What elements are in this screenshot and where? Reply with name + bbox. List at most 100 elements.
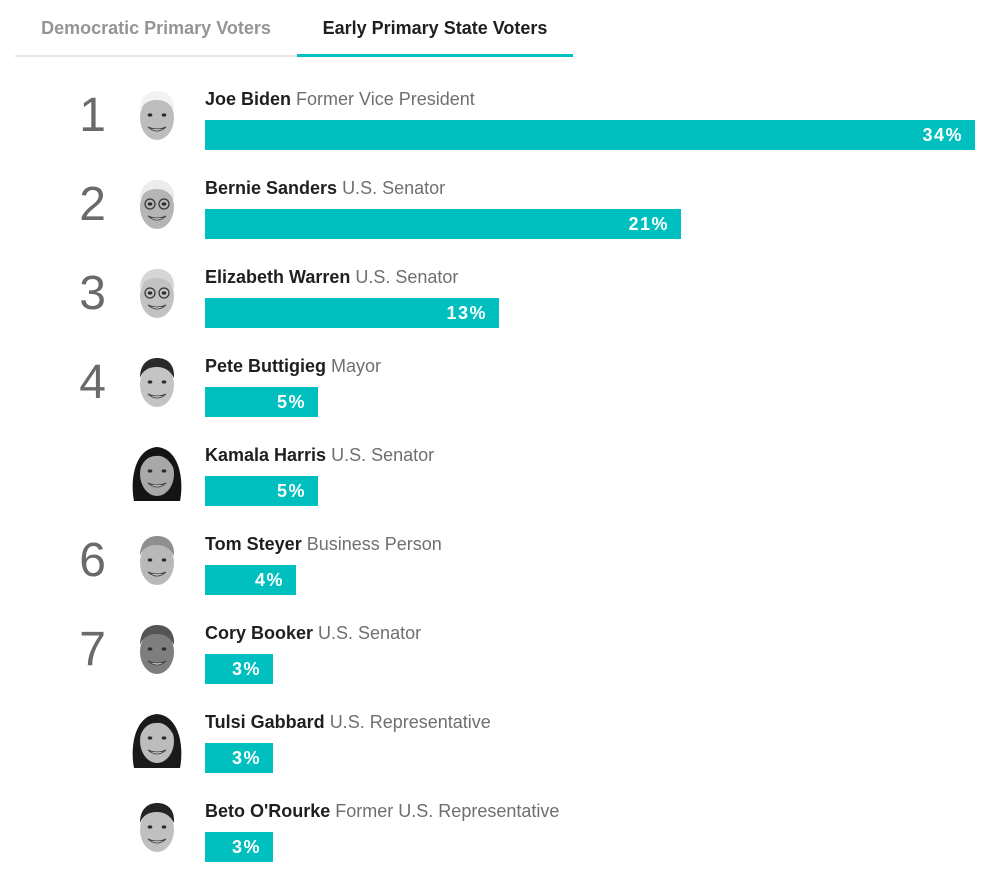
tab-democratic-primary-voters[interactable]: Democratic Primary Voters [41, 18, 271, 38]
tab-bar: Democratic Primary Voters Early Primary … [15, 0, 573, 57]
hair-shape [140, 91, 175, 111]
rank-number: 6 [79, 534, 106, 587]
candidate-title: Former U.S. Representative [335, 801, 560, 821]
rank-number: 4 [79, 356, 106, 409]
poll-bar-label: 34% [922, 125, 963, 145]
candidate-name-line: Pete Buttigieg Mayor [205, 354, 381, 378]
candidate-name-line: Elizabeth Warren U.S. Senator [205, 265, 458, 289]
eye-right [161, 647, 167, 651]
candidate-title: U.S. Senator [355, 267, 459, 287]
candidate-name-line: Joe Biden Former Vice President [205, 87, 475, 111]
smile [147, 660, 167, 666]
poll-bar-label: 3% [231, 837, 261, 857]
eye-right [161, 202, 167, 206]
face-shape [140, 363, 174, 407]
eye-left [147, 647, 153, 651]
rank-number [56, 439, 106, 504]
candidate-name-line: Tulsi Gabbard U.S. Representative [205, 710, 491, 734]
face-shape [140, 274, 174, 318]
rank-number: 7 [79, 623, 106, 676]
candidate-name: Tulsi Gabbard [205, 712, 325, 732]
poll-bar-label: 5% [276, 392, 306, 412]
pete-buttigieg-portrait-icon [128, 352, 186, 414]
rank-number: 2 [79, 178, 106, 231]
candidate-title: Business Person [306, 534, 442, 554]
rank-number [56, 795, 106, 860]
eye-right [161, 558, 167, 562]
eye-left [147, 113, 153, 117]
candidate-name: Tom Steyer [205, 534, 302, 554]
eye-left [147, 736, 153, 740]
candidate-name: Elizabeth Warren [205, 267, 351, 287]
eye-right [161, 825, 167, 829]
bernie-sanders-portrait-icon [128, 174, 186, 236]
poll-bar-7: 3% [205, 654, 273, 684]
hair-shape [140, 358, 175, 378]
candidate-title: U.S. Senator [318, 623, 422, 643]
candidate-name: Joe Biden [205, 89, 292, 109]
hair-shape [140, 625, 175, 645]
candidate-row-9: Beto O'Rourke Former U.S. Representative … [0, 795, 1006, 884]
candidate-list: 1 Joe Biden Former Vice President 34% 2 B… [0, 83, 1006, 884]
eye-right [161, 291, 167, 295]
eye-left [147, 202, 153, 206]
candidate-name: Cory Booker [205, 623, 314, 643]
poll-bar-label: 4% [254, 570, 284, 590]
cory-booker-portrait-icon [128, 619, 186, 681]
eye-right [161, 736, 167, 740]
poll-bar-4: 5% [205, 387, 318, 417]
eye-left [147, 825, 153, 829]
eye-left [147, 558, 153, 562]
candidate-title: Former Vice President [296, 89, 475, 109]
hair-shape [140, 269, 175, 289]
candidate-row-7: 7 Cory Booker U.S. Senator 3% [0, 617, 1006, 706]
poll-bar-label: 3% [231, 748, 261, 768]
candidate-name-line: Bernie Sanders U.S. Senator [205, 176, 445, 200]
candidate-row-2: 2 Bernie Sanders U.S. Senator 21% [0, 172, 1006, 261]
face-shape [140, 452, 174, 496]
smile [147, 304, 167, 310]
candidate-name: Kamala Harris [205, 445, 327, 465]
poll-bar-2: 21% [205, 209, 681, 239]
rank-number: 3 [79, 267, 106, 320]
kamala-harris-portrait-icon [128, 441, 186, 503]
face-shape [140, 96, 174, 140]
hair-fringe [141, 449, 173, 467]
hair-shape [140, 803, 175, 823]
glasses-left [144, 198, 156, 210]
candidate-name-line: Cory Booker U.S. Senator [205, 621, 421, 645]
face-shape [140, 719, 174, 763]
poll-bar-label: 13% [446, 303, 487, 323]
candidate-row-5: Kamala Harris U.S. Senator 5% [0, 439, 1006, 528]
joe-biden-portrait-icon [128, 85, 186, 147]
hair-shape [140, 536, 175, 556]
face-shape [140, 808, 174, 852]
hair-fringe [141, 716, 173, 734]
rank-number [56, 706, 106, 771]
candidate-title: Mayor [331, 356, 382, 376]
poll-bar-label: 5% [276, 481, 306, 501]
candidate-title: U.S. Representative [329, 712, 491, 732]
eye-left [147, 291, 153, 295]
rank-number: 1 [79, 89, 106, 142]
poll-bar-8: 3% [205, 743, 273, 773]
smile [147, 393, 167, 399]
tab-early-primary-state-voters[interactable]: Early Primary State Voters [297, 0, 573, 57]
eye-right [161, 469, 167, 473]
candidate-name: Bernie Sanders [205, 178, 338, 198]
face-shape [140, 630, 174, 674]
eye-left [147, 469, 153, 473]
face-shape [140, 185, 174, 229]
candidate-row-8: Tulsi Gabbard U.S. Representative 3% [0, 706, 1006, 795]
candidate-title: U.S. Senator [331, 445, 435, 465]
hair-shape [140, 180, 175, 200]
eye-right [161, 380, 167, 384]
smile [147, 215, 167, 221]
candidate-row-1: 1 Joe Biden Former Vice President 34% [0, 83, 1006, 172]
face-shape [140, 541, 174, 585]
smile [147, 482, 167, 488]
candidate-row-6: 6 Tom Steyer Business Person 4% [0, 528, 1006, 617]
poll-bar-label: 21% [628, 214, 669, 234]
smile [147, 571, 167, 577]
glasses-right [158, 198, 170, 210]
